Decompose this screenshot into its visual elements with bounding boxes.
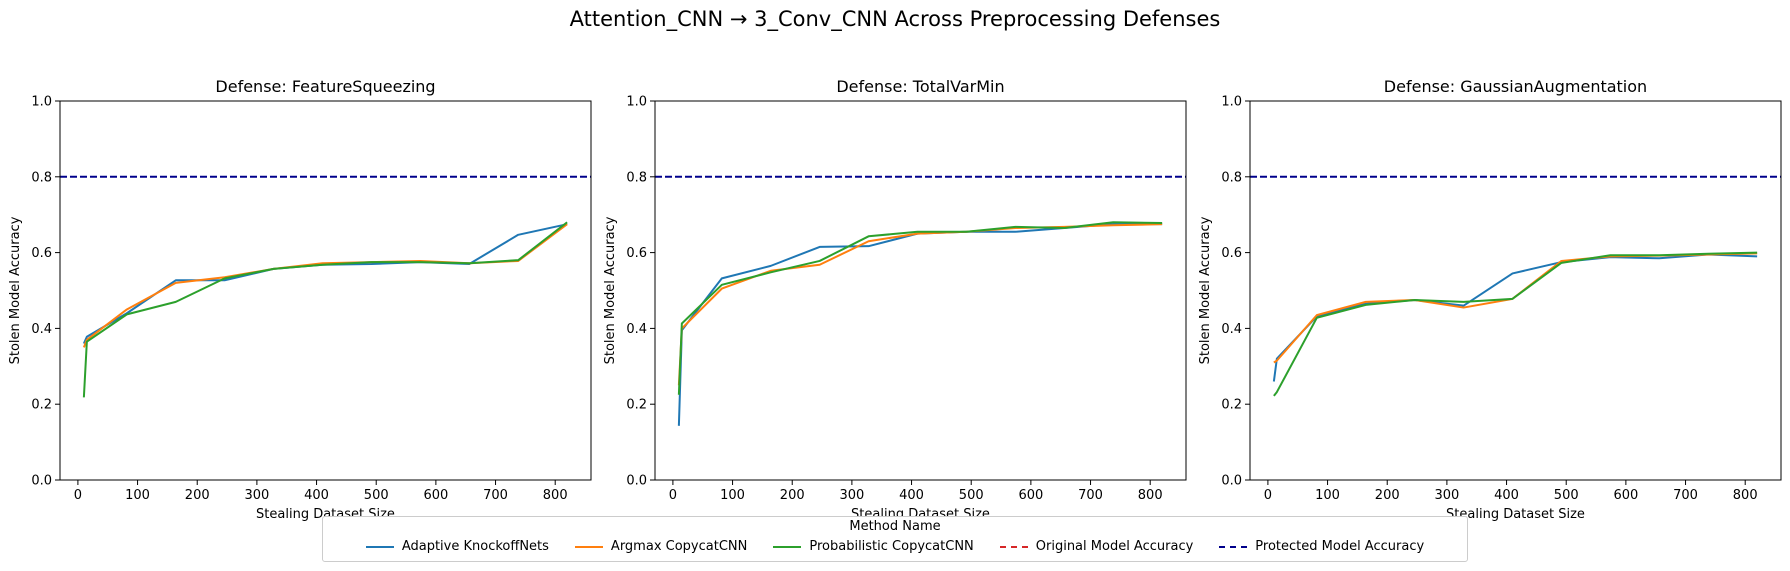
x-axis-label: Stealing Dataset Size <box>1446 507 1585 522</box>
x-tick-label: 800 <box>543 488 568 503</box>
x-tick-label: 200 <box>1375 488 1400 503</box>
chart-panel: Defense: GaussianAugmentation 0 100 200 300 4… <box>1198 77 1782 522</box>
y-tick-label: 0.8 <box>31 170 52 185</box>
x-tick-label: 0 <box>669 488 677 503</box>
x-tick-label: 600 <box>1018 488 1043 503</box>
x-tick-label: 300 <box>839 488 864 503</box>
x-tick-label: 100 <box>1315 488 1340 503</box>
legend-item: Argmax CopycatCNN <box>574 539 748 554</box>
chart-panel: Defense: FeatureSqueezing 0 100 200 300 400 50… <box>8 77 592 522</box>
legend-title: Method Name <box>849 519 941 534</box>
x-tick-label: 400 <box>899 488 924 503</box>
x-tick-label: 200 <box>185 488 210 503</box>
y-tick-label: 0.4 <box>1221 322 1242 337</box>
series-line <box>82 223 568 344</box>
y-axis-label: Stolen Model Accuracy <box>8 216 23 364</box>
legend-label: Protected Model Accuracy <box>1255 539 1425 554</box>
x-tick-label: 500 <box>959 488 984 503</box>
legend-item: Protected Model Accuracy <box>1219 539 1424 554</box>
x-tick-label: 700 <box>1078 488 1103 503</box>
plot-frame <box>1249 100 1782 481</box>
y-axis-label: Stolen Model Accuracy <box>603 216 618 364</box>
x-tick-label: 400 <box>1494 488 1519 503</box>
y-tick-label: 1.0 <box>626 95 647 110</box>
y-tick-label: 0.8 <box>626 170 647 185</box>
x-tick-label: 100 <box>125 488 150 503</box>
legend: Method Name Adaptive KnockoffNets Argmax … <box>322 516 1468 562</box>
y-tick-label: 0.2 <box>626 398 647 413</box>
y-tick-label: 0.2 <box>1221 398 1242 413</box>
y-tick-label: 0.4 <box>31 322 52 337</box>
y-axis-label: Stolen Model Accuracy <box>1198 216 1213 364</box>
legend-label: Argmax CopycatCNN <box>610 539 748 554</box>
x-tick-label: 0 <box>74 488 82 503</box>
x-tick-label: 800 <box>1733 488 1758 503</box>
legend-swatch <box>999 545 1028 548</box>
series-line <box>82 221 568 398</box>
chart-title: Defense: GaussianAugmentation <box>1384 77 1647 96</box>
series-line <box>1273 252 1758 364</box>
legend-swatch <box>574 545 603 548</box>
x-tick-label: 400 <box>304 488 329 503</box>
legend-item: Adaptive KnockoffNets <box>365 539 549 554</box>
y-tick-label: 0.8 <box>1221 170 1242 185</box>
x-tick-label: 700 <box>1673 488 1698 503</box>
legend-label: Probabilistic CopycatCNN <box>809 539 974 554</box>
series-line <box>1273 251 1758 397</box>
y-tick-label: 0.0 <box>1221 474 1242 489</box>
x-tick-label: 300 <box>1434 488 1459 503</box>
legend-label: Original Model Accuracy <box>1035 539 1194 554</box>
legend-items: Adaptive KnockoffNets Argmax CopycatCNN Pr… <box>323 539 1467 554</box>
x-tick-label: 600 <box>1613 488 1638 503</box>
legend-swatch <box>1219 545 1248 548</box>
legend-item: Original Model Accuracy <box>999 539 1194 554</box>
figure-suptitle: Attention_CNN → 3_Conv_CNN Across Prepro… <box>570 7 1221 32</box>
y-tick-label: 0.6 <box>1221 246 1242 261</box>
chart-title: Defense: FeatureSqueezing <box>215 77 435 96</box>
series-line <box>677 221 1163 395</box>
legend-swatch <box>773 545 802 548</box>
legend-item: Probabilistic CopycatCNN <box>773 539 974 554</box>
x-tick-label: 500 <box>1554 488 1579 503</box>
y-tick-label: 0.2 <box>31 398 52 413</box>
x-tick-label: 0 <box>1264 488 1272 503</box>
y-tick-label: 0.6 <box>626 246 647 261</box>
y-tick-label: 1.0 <box>31 95 52 110</box>
x-tick-label: 300 <box>244 488 269 503</box>
x-tick-label: 100 <box>720 488 745 503</box>
chart-title: Defense: TotalVarMin <box>836 77 1004 96</box>
x-tick-label: 600 <box>423 488 448 503</box>
series-line <box>1272 253 1758 382</box>
x-tick-label: 200 <box>780 488 805 503</box>
chart-panel: Defense: TotalVarMin 0 100 200 300 400 500 600 7… <box>603 77 1187 522</box>
y-tick-label: 0.6 <box>31 246 52 261</box>
y-tick-label: 0.0 <box>31 474 52 489</box>
plot-frame <box>59 100 592 481</box>
series-line <box>677 223 1163 386</box>
y-tick-label: 0.4 <box>626 322 647 337</box>
plot-frame <box>654 100 1187 481</box>
x-tick-label: 700 <box>483 488 508 503</box>
legend-label: Adaptive KnockoffNets <box>401 539 549 554</box>
x-tick-label: 800 <box>1138 488 1163 503</box>
x-tick-label: 500 <box>364 488 389 503</box>
series-line <box>677 223 1163 426</box>
legend-swatch <box>365 545 394 548</box>
y-tick-label: 1.0 <box>1221 95 1242 110</box>
series-line <box>82 223 568 348</box>
y-tick-label: 0.0 <box>626 474 647 489</box>
